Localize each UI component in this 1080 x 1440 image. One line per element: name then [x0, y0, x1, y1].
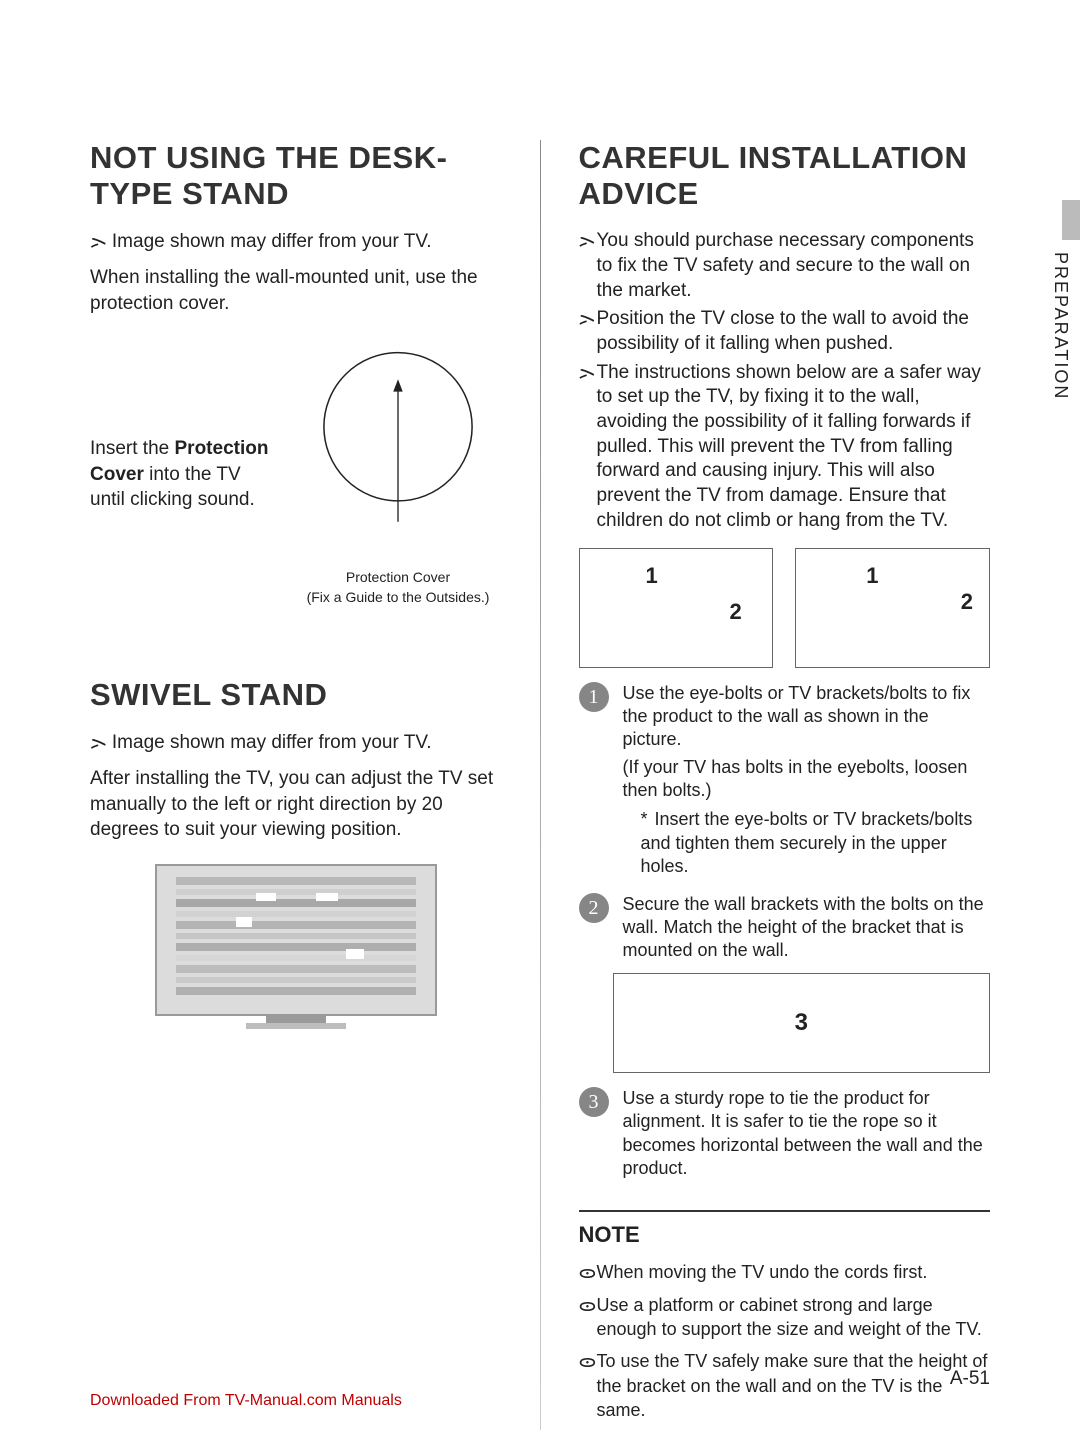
note-item: ᯣUse a platform or cabinet strong and la… — [579, 1293, 991, 1342]
caption-fix-guide: (Fix a Guide to the Outsides.) — [298, 588, 498, 606]
diagram-box-3: 3 — [613, 973, 991, 1073]
bracket-box-right: 1 2 — [795, 548, 990, 668]
footer-source-link[interactable]: Downloaded From TV-Manual.com Manuals — [90, 1392, 402, 1410]
step-1: 1 Use the eye-bolts or TV brackets/bolts… — [579, 682, 991, 879]
bullet-text: Position the TV close to the wall to avo… — [597, 307, 991, 356]
column-divider — [540, 140, 541, 1430]
bullet-marker: ᯣ — [579, 1349, 597, 1422]
bullet-marker: ᯢ — [579, 307, 597, 356]
box-label: 2 — [961, 589, 973, 615]
step-sub-bullet: *Insert the eye-bolts or TV brackets/bol… — [641, 808, 991, 878]
note-text: To use the TV safely make sure that the … — [597, 1349, 991, 1422]
step-body: Secure the wall brackets with the bolts … — [623, 893, 991, 963]
side-tab-marker — [1062, 200, 1080, 240]
two-column-layout: NOT USING THE DESK-TYPE STAND ᯢ Image sh… — [90, 140, 990, 1430]
heading-swivel-stand: SWIVEL STAND — [90, 677, 502, 713]
left-column: NOT USING THE DESK-TYPE STAND ᯢ Image sh… — [90, 140, 502, 1430]
bullet-marker: ᯣ — [579, 1293, 597, 1342]
heading-careful-installation: CAREFUL INSTALLATION ADVICE — [579, 140, 991, 211]
side-tab-label: PREPARATION — [1050, 252, 1071, 400]
bracket-box-left: 1 2 — [579, 548, 774, 668]
step-3: 3 Use a sturdy rope to tie the product f… — [579, 1087, 991, 1181]
step-text: Use the eye-bolts or TV brackets/bolts t… — [623, 682, 991, 752]
caption-protection-cover: Protection Cover — [298, 568, 498, 586]
step-sub-text: Insert the eye-bolts or TV brackets/bolt… — [641, 809, 973, 876]
bullet-text: The instructions shown below are a safer… — [597, 361, 991, 534]
step-2: 2 Secure the wall brackets with the bolt… — [579, 893, 991, 963]
bullet-item: ᯢThe instructions shown below are a safe… — [579, 361, 991, 534]
swivel-intro-1: ᯢ Image shown may differ from your TV. — [90, 730, 502, 756]
note-rule — [579, 1210, 991, 1212]
step-text: Secure the wall brackets with the bolts … — [623, 893, 991, 963]
left-intro-1: ᯢ Image shown may differ from your TV. — [90, 229, 502, 255]
protection-cover-figure: Insert the Protection Cover into the TV … — [90, 346, 502, 606]
step-number-badge: 2 — [579, 893, 609, 923]
box-label: 1 — [646, 563, 658, 589]
bullet-item: ᯢYou should purchase necessary component… — [579, 229, 991, 303]
step-text: Use a sturdy rope to tie the product for… — [623, 1087, 991, 1181]
bracket-diagram-boxes: 1 2 1 2 — [579, 548, 991, 668]
note-item: ᯣWhen moving the TV undo the cords first… — [579, 1260, 991, 1284]
step-body: Use the eye-bolts or TV brackets/bolts t… — [623, 682, 991, 879]
step-number-badge: 3 — [579, 1087, 609, 1117]
box-label: 2 — [730, 599, 742, 625]
right-column: CAREFUL INSTALLATION ADVICE ᯢYou should … — [579, 140, 991, 1430]
step-subtext: (If your TV has bolts in the eyebolts, l… — [623, 756, 991, 803]
step-number-badge: 1 — [579, 682, 609, 712]
bullet-text: You should purchase necessary components… — [597, 229, 991, 303]
note-text: When moving the TV undo the cords first. — [597, 1260, 928, 1284]
installation-steps: 1 Use the eye-bolts or TV brackets/bolts… — [579, 682, 991, 1181]
heading-not-using-desk-stand: NOT USING THE DESK-TYPE STAND — [90, 140, 502, 211]
box-label: 3 — [795, 1009, 808, 1037]
circle-figure — [298, 346, 498, 566]
bullet-marker: ᯢ — [579, 361, 597, 534]
note-item: ᯣTo use the TV safely make sure that the… — [579, 1349, 991, 1422]
box-label: 1 — [866, 563, 878, 589]
page-number: A-51 — [950, 1368, 990, 1390]
note-list: ᯣWhen moving the TV undo the cords first… — [579, 1260, 991, 1422]
bullet-marker: ᯣ — [579, 1260, 597, 1284]
circle-svg — [298, 346, 498, 536]
swivel-intro-2: After installing the TV, you can adjust … — [90, 766, 502, 843]
bullet-item: ᯢPosition the TV close to the wall to av… — [579, 307, 991, 356]
step-body: Use a sturdy rope to tie the product for… — [623, 1087, 991, 1181]
insert-protection-cover-text: Insert the Protection Cover into the TV … — [90, 346, 280, 513]
tv-svg — [146, 857, 446, 1037]
manual-page: PREPARATION NOT USING THE DESK-TYPE STAN… — [0, 0, 1080, 1440]
asterisk: * — [641, 808, 655, 831]
circle-figure-wrap: Protection Cover (Fix a Guide to the Out… — [298, 346, 498, 606]
bullet-marker: ᯢ — [579, 229, 597, 303]
advice-bullets: ᯢYou should purchase necessary component… — [579, 229, 991, 533]
text-frag: Insert the — [90, 438, 175, 459]
note-heading: NOTE — [579, 1222, 991, 1248]
tv-illustration — [146, 857, 446, 1037]
side-tab: PREPARATION — [1042, 220, 1080, 420]
note-text: Use a platform or cabinet strong and lar… — [597, 1293, 991, 1342]
left-intro-2: When installing the wall-mounted unit, u… — [90, 265, 502, 316]
